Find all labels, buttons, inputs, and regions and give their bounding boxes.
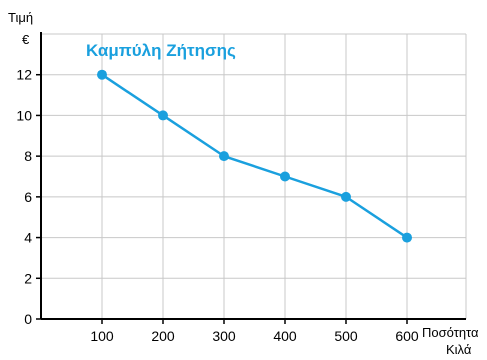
tick-labels: 0 2 4 6 8 10 12 100 200 300 400 500 600 [16,67,418,344]
y-tick-label: 0 [24,311,32,327]
y-tick-label: 6 [24,189,32,205]
data-point [158,110,168,121]
x-tick-label: 100 [90,328,114,344]
data-point [341,191,351,202]
x-axis-unit: Κιλά [446,342,472,357]
y-tick-label: 2 [24,270,32,286]
chart-title: Καμπύλη Ζήτησης [86,41,236,60]
y-tick-label: 8 [24,148,32,164]
axes [36,32,466,324]
series-demand [97,69,412,243]
x-axis-label: Ποσότητα [422,325,479,340]
data-point [280,171,290,182]
x-tick-label: 200 [151,328,175,344]
data-point [402,232,412,243]
y-tick-label: 10 [16,107,32,123]
x-tick-label: 300 [212,328,236,344]
x-tick-label: 500 [334,328,358,344]
y-axis-label: Τιμή [8,10,33,25]
grid [41,33,467,319]
y-tick-label: 12 [16,67,32,83]
x-tick-label: 400 [273,328,297,344]
data-point [97,69,107,80]
series-line [101,73,408,239]
data-point [219,151,229,162]
y-tick-label: 4 [24,230,32,246]
y-axis-unit: € [22,32,30,47]
x-tick-label: 600 [395,328,419,344]
